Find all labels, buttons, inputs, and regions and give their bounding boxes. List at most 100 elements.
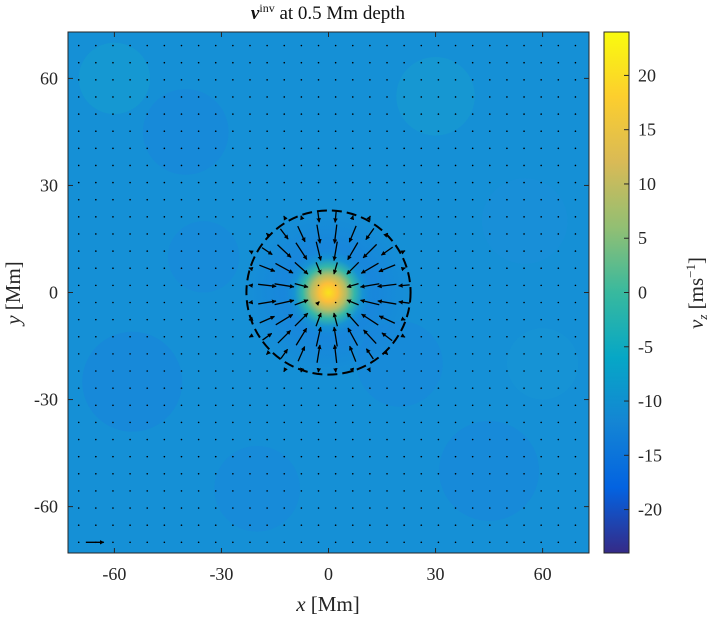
quiver-dot [95,250,97,252]
quiver-dot [420,507,423,509]
quiver-dot [506,233,508,235]
quiver-dot [163,216,166,218]
quiver-dot [163,301,166,304]
quiver-dot [488,455,491,458]
quiver-dot [437,250,440,252]
quiver-dot [454,370,457,372]
quiver-dot [266,455,268,458]
quiver-dot [180,250,183,252]
quiver-dot [283,181,286,184]
quiver-dot [454,541,457,544]
quiver-dot [386,404,388,407]
quiver-dot [283,96,286,98]
quiver-dot [197,318,200,321]
quiver-dot [334,507,337,509]
quiver-dot [266,164,268,167]
quiver-dot [506,524,508,526]
quiver-dot [112,284,114,287]
quiver-dot [266,79,268,81]
quiver-dot [214,164,217,167]
quiver-dot [146,370,149,372]
quiver-dot [300,404,303,407]
texture-blob [142,89,229,175]
quiver-dot [420,267,423,270]
quiver-dot [317,438,320,441]
quiver-dot [129,130,131,133]
quiver-dot [129,164,131,167]
quiver-dot [180,490,183,492]
quiver-dot [420,438,423,441]
quiver-dot [351,421,354,424]
quiver-dot [540,524,542,526]
quiver-dot [300,387,303,389]
quiver-dot [506,455,508,458]
quiver-dot [454,507,457,509]
quiver-dot [506,541,508,544]
quiver-dot [112,541,114,544]
quiver-dot [437,455,440,458]
quiver-dot [420,318,423,321]
quiver-dot [454,233,457,235]
quiver-dot [574,301,577,304]
quiver-dot [214,490,217,492]
quiver-arrow [400,250,406,255]
quiver-dot [523,472,525,475]
quiver-dot [129,198,131,201]
quiver-dot [369,79,371,81]
x-tick-label: -30 [209,564,233,584]
quiver-arrow [297,346,306,362]
quiver-dot [266,113,268,115]
quiver-dot [506,267,508,270]
quiver-dot [95,353,97,355]
quiver-dot [420,44,423,47]
quiver-dot [334,541,337,544]
quiver-dot [437,301,440,304]
quiver-dot [163,490,166,492]
quiver-dot [557,233,560,235]
quiver-dot [574,353,577,355]
quiver-dot [369,438,371,441]
quiver-dot [317,472,320,475]
quiver-arrow [346,283,359,289]
quiver-dot [112,250,114,252]
quiver-dot [488,164,491,167]
texture-blob [214,445,300,532]
quiver-dot [249,490,251,492]
quiver-dot [523,335,525,338]
quiver-dot [420,455,423,458]
quiver-dot [488,267,491,270]
quiver-arrow [363,329,377,344]
quiver-dot [214,61,217,64]
quiver-dot [232,96,234,98]
quiver-arrow [381,332,393,342]
quiver-dot [232,267,234,270]
quiver-dot [163,44,166,47]
quiver-dot [471,113,474,115]
quiver-dot [557,541,560,544]
quiver-arrow [315,241,323,261]
quiver-dot [437,96,440,98]
quiver-dot [163,335,166,338]
quiver-dot [403,61,405,64]
quiver-dot [77,44,80,47]
quiver-dot [214,181,217,184]
quiver-dot [506,147,508,150]
quiver-dot [232,233,234,235]
quiver-dot [369,164,371,167]
quiver-dot [180,130,183,133]
quiver-dot [214,130,217,133]
quiver-dot [146,421,149,424]
quiver-dot [369,541,371,544]
colorbar: 20 15 10 5 0 -5 -10 -15 -20 vz [ms−1] [603,31,710,554]
quiver-dot [420,301,423,304]
quiver-dot [523,524,525,526]
quiver-dot [77,130,80,133]
quiver-dot [300,130,303,133]
quiver-arrow [297,225,306,243]
quiver-dot [454,387,457,389]
quiver-dot [351,61,354,64]
quiver-dot [369,421,371,424]
quiver-dot [540,541,542,544]
quiver-dot [386,216,388,218]
quiver-dot [283,507,286,509]
